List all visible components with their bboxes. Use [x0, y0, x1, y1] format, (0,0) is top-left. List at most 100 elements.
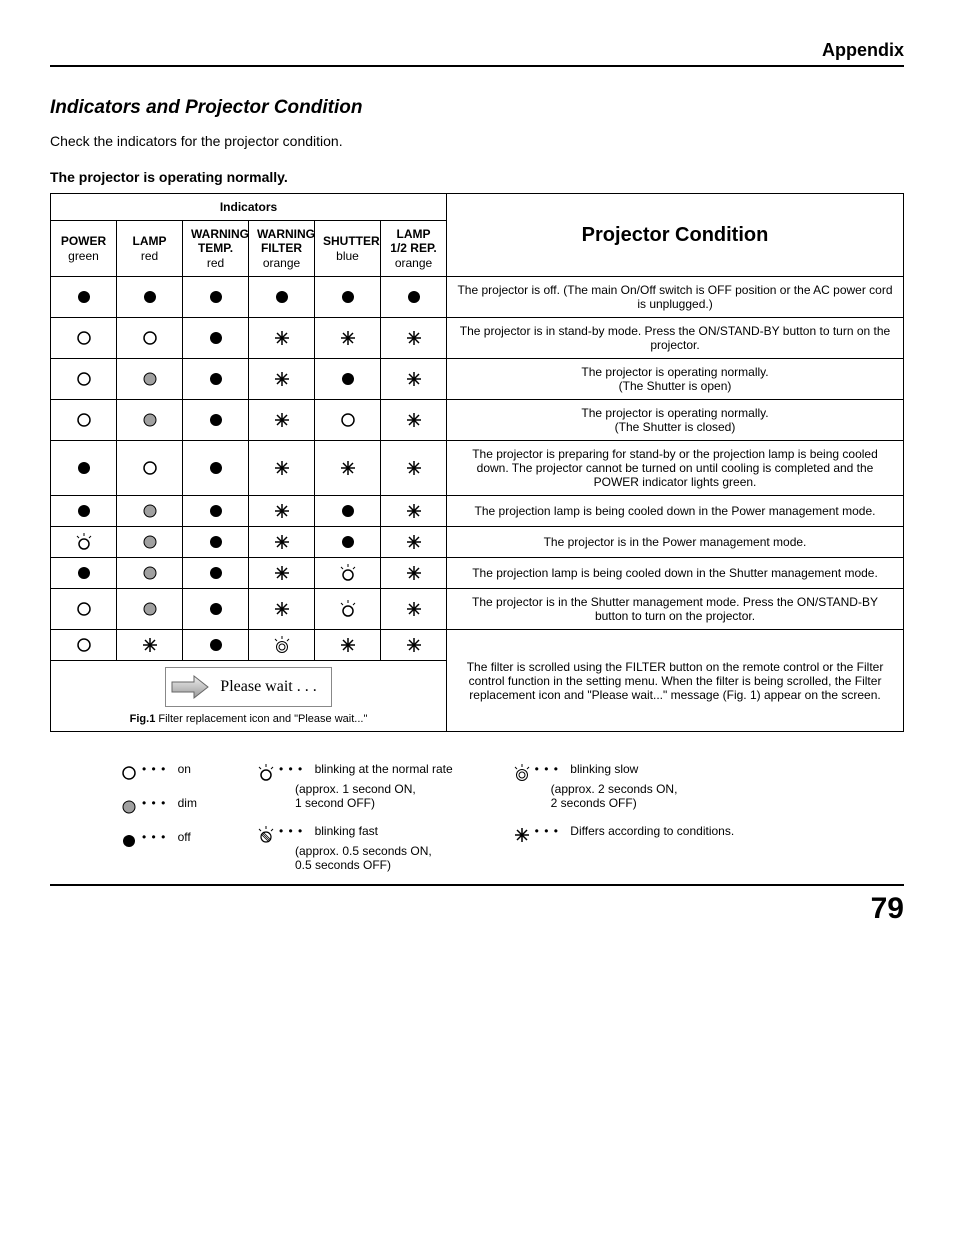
off-icon	[141, 288, 159, 306]
indicator-cell	[315, 558, 381, 589]
star-icon	[405, 329, 423, 347]
star-icon	[273, 370, 291, 388]
on-icon	[339, 411, 357, 429]
indicator-cell	[117, 277, 183, 318]
col-lamp: LAMPred	[117, 221, 183, 277]
legend-blink-slow-sub: (approx. 2 seconds ON, 2 seconds OFF)	[513, 782, 735, 810]
indicator-cell	[117, 496, 183, 527]
legend-dim: • • • dim	[120, 796, 197, 816]
off-icon	[207, 502, 225, 520]
indicator-cell	[249, 527, 315, 558]
col-power: POWERgreen	[51, 221, 117, 277]
star-icon	[405, 564, 423, 582]
star-icon	[405, 600, 423, 618]
indicator-cell	[249, 400, 315, 441]
blink-icon	[339, 600, 357, 618]
off-icon	[339, 533, 357, 551]
indicator-cell	[381, 527, 447, 558]
star-icon	[273, 411, 291, 429]
filter-arrow-icon	[170, 672, 210, 702]
condition-cell: The projector is in stand-by mode. Press…	[447, 318, 904, 359]
intro-text: Check the indicators for the projector c…	[50, 133, 904, 149]
table-row: The projector is operating normally. (Th…	[51, 400, 904, 441]
on-icon	[141, 459, 159, 477]
on-icon	[120, 764, 138, 782]
off-icon	[273, 288, 291, 306]
on-icon	[141, 329, 159, 347]
indicator-cell	[183, 400, 249, 441]
star-icon	[273, 533, 291, 551]
on-icon	[75, 329, 93, 347]
indicator-cell	[315, 318, 381, 359]
please-wait-cell: Please wait . . . Fig.1 Filter replacemen…	[51, 661, 447, 732]
on-icon	[75, 636, 93, 654]
indicator-cell	[249, 441, 315, 496]
page-number: 79	[50, 892, 904, 926]
indicator-cell	[315, 496, 381, 527]
off-icon	[120, 832, 138, 850]
col-shutter: SHUTTERblue	[315, 221, 381, 277]
star-icon	[273, 564, 291, 582]
indicator-cell	[51, 359, 117, 400]
section-title: Indicators and Projector Condition	[50, 97, 904, 119]
legend: • • • on • • • dim • • • off • • • blink…	[50, 762, 904, 886]
star-icon	[339, 329, 357, 347]
indicators-heading: Indicators	[51, 194, 447, 221]
star-icon	[141, 636, 159, 654]
indicator-cell	[117, 589, 183, 630]
indicator-cell	[381, 589, 447, 630]
star-icon	[405, 502, 423, 520]
indicator-cell	[381, 277, 447, 318]
col-lamp-rep: LAMP 1/2 REP.orange	[381, 221, 447, 277]
table-row: The projection lamp is being cooled down…	[51, 558, 904, 589]
condition-cell: The filter is scrolled using the FILTER …	[447, 630, 904, 732]
indicator-cell	[249, 630, 315, 661]
legend-blink-normal: • • • blinking at the normal rate	[257, 762, 453, 782]
off-icon	[207, 459, 225, 477]
indicator-cell	[117, 318, 183, 359]
table-row: The projector is off. (The main On/Off s…	[51, 277, 904, 318]
table-row: The projection lamp is being cooled down…	[51, 496, 904, 527]
condition-cell: The projector is preparing for stand-by …	[447, 441, 904, 496]
blink-icon	[257, 764, 275, 782]
condition-cell: The projector is operating normally. (Th…	[447, 359, 904, 400]
please-wait-box: Please wait . . .	[165, 667, 331, 707]
fig1-caption: Fig.1 Filter replacement icon and "Pleas…	[59, 713, 438, 725]
indicator-cell	[183, 589, 249, 630]
indicator-cell	[183, 318, 249, 359]
indicator-cell	[51, 527, 117, 558]
indicator-cell	[249, 277, 315, 318]
indicator-cell	[51, 441, 117, 496]
indicator-cell	[381, 496, 447, 527]
dim-icon	[141, 411, 159, 429]
condition-cell: The projector is operating normally. (Th…	[447, 400, 904, 441]
star-icon	[405, 636, 423, 654]
legend-on: • • • on	[120, 762, 197, 782]
indicator-cell	[381, 359, 447, 400]
indicator-cell	[381, 558, 447, 589]
dim-icon	[141, 502, 159, 520]
table-row: The projector is preparing for stand-by …	[51, 441, 904, 496]
indicator-cell	[249, 359, 315, 400]
indicator-cell	[51, 318, 117, 359]
indicator-cell	[381, 318, 447, 359]
blinkslow-icon	[273, 636, 291, 654]
indicator-cell	[183, 441, 249, 496]
indicator-cell	[315, 527, 381, 558]
dim-icon	[120, 798, 138, 816]
indicator-cell	[183, 527, 249, 558]
indicator-cell	[249, 558, 315, 589]
off-icon	[207, 533, 225, 551]
on-icon	[75, 411, 93, 429]
blink-icon	[75, 533, 93, 551]
star-icon	[273, 329, 291, 347]
indicator-cell	[315, 441, 381, 496]
indicator-cell	[315, 630, 381, 661]
star-icon	[405, 533, 423, 551]
condition-cell: The projector is in the Shutter manageme…	[447, 589, 904, 630]
off-icon	[339, 288, 357, 306]
indicator-cell	[249, 589, 315, 630]
indicator-cell	[315, 277, 381, 318]
off-icon	[405, 288, 423, 306]
legend-blink-fast-sub: (approx. 0.5 seconds ON, 0.5 seconds OFF…	[257, 844, 453, 872]
